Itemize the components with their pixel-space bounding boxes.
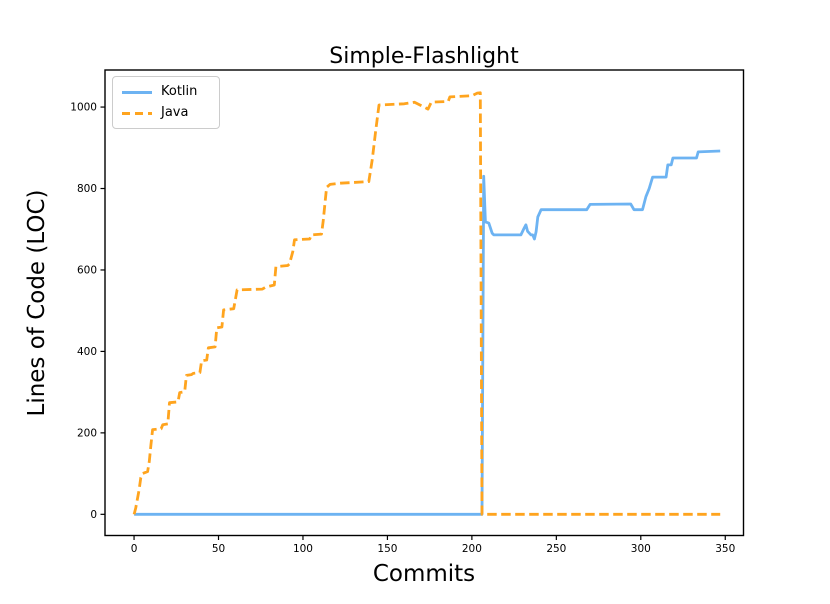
java-line-sample <box>122 111 152 115</box>
x-tick-label: 300 <box>631 543 651 555</box>
y-tick-label: 1000 <box>70 102 97 114</box>
y-tick-label: 400 <box>77 346 97 358</box>
kotlin-line-sample <box>122 90 152 94</box>
y-tick-label: 600 <box>77 264 97 276</box>
java-line <box>132 91 721 516</box>
legend-item-java: Java <box>122 106 209 120</box>
plot-border <box>104 69 745 537</box>
y-axis-label: Lines of Code (LOC) <box>24 189 50 416</box>
legend-item-kotlin: Kotlin <box>122 85 209 99</box>
legend-label-kotlin: Kotlin <box>161 84 198 99</box>
chart-title: Simple-Flashlight <box>329 44 519 69</box>
x-tick-label: 200 <box>462 543 482 555</box>
y-tick-label: 200 <box>77 427 97 439</box>
legend: Kotlin Java <box>112 76 220 129</box>
axis-ticks: 0 50 100 150 200 250 300 350 0 200 400 600 800 1000 <box>70 102 735 555</box>
x-tick-label: 350 <box>715 543 735 555</box>
x-tick-label: 0 <box>131 543 138 555</box>
y-tick-label: 800 <box>77 183 97 195</box>
legend-label-java: Java <box>161 105 189 120</box>
y-tick-label: 0 <box>90 509 97 521</box>
x-tick-label: 150 <box>377 543 397 555</box>
x-axis-label: Commits <box>373 561 475 587</box>
x-tick-label: 50 <box>212 543 225 555</box>
x-tick-label: 250 <box>546 543 566 555</box>
series-lines <box>132 91 721 516</box>
x-tick-label: 100 <box>293 543 313 555</box>
kotlin-line <box>134 149 721 516</box>
